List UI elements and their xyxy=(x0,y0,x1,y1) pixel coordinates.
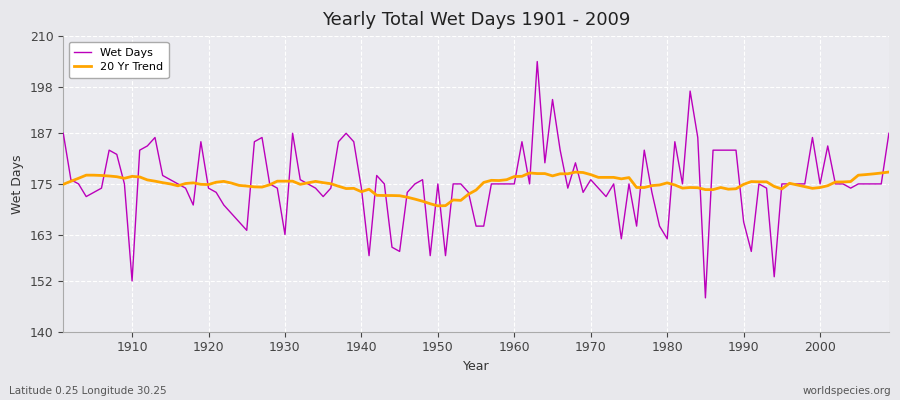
Wet Days xyxy=(700,296,711,300)
Wet Days xyxy=(287,131,298,136)
20 Yr Trend xyxy=(333,184,344,189)
Wet Days xyxy=(532,59,543,64)
20 Yr Trend xyxy=(287,179,298,184)
Legend: Wet Days, 20 Yr Trend: Wet Days, 20 Yr Trend xyxy=(68,42,168,78)
Wet Days xyxy=(58,131,68,136)
X-axis label: Year: Year xyxy=(463,360,490,373)
Wet Days xyxy=(608,182,619,186)
Line: Wet Days: Wet Days xyxy=(63,62,889,298)
20 Yr Trend xyxy=(433,204,444,208)
Line: 20 Yr Trend: 20 Yr Trend xyxy=(63,172,889,206)
Text: Latitude 0.25 Longitude 30.25: Latitude 0.25 Longitude 30.25 xyxy=(9,386,166,396)
20 Yr Trend xyxy=(508,174,519,179)
Text: worldspecies.org: worldspecies.org xyxy=(803,386,891,396)
20 Yr Trend xyxy=(884,170,895,174)
20 Yr Trend xyxy=(58,182,68,187)
Wet Days xyxy=(884,131,895,136)
20 Yr Trend xyxy=(517,174,527,179)
Wet Days xyxy=(119,182,130,186)
Y-axis label: Wet Days: Wet Days xyxy=(11,154,24,214)
Wet Days xyxy=(501,182,512,186)
Wet Days xyxy=(508,182,519,186)
20 Yr Trend xyxy=(119,176,130,181)
Wet Days xyxy=(333,139,344,144)
Title: Yearly Total Wet Days 1901 - 2009: Yearly Total Wet Days 1901 - 2009 xyxy=(322,11,630,29)
20 Yr Trend xyxy=(608,175,619,180)
